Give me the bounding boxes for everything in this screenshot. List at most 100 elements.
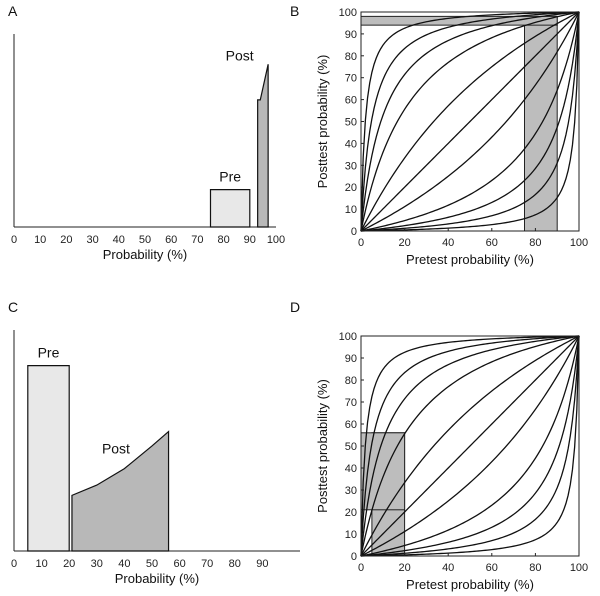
x-tick-label: 40 xyxy=(442,237,454,249)
y-tick-label: 0 xyxy=(351,551,357,563)
y-tick-label: 100 xyxy=(339,7,357,19)
lr-curve xyxy=(360,11,580,232)
y-tick-label: 40 xyxy=(345,138,357,150)
x-tick-label: 10 xyxy=(35,558,47,570)
x-axis-label: Probability (%) xyxy=(115,571,200,586)
y-tick-label: 50 xyxy=(345,441,357,453)
panel-letter-a: A xyxy=(8,3,18,19)
x-tick-label: 100 xyxy=(267,234,285,246)
lr-curve xyxy=(360,11,580,232)
panel-c: C 0 10 20 30 40 50 60 70 80 90 Probability (%) Pre Po… xyxy=(8,299,300,586)
x-axis-label: Pretest probability (%) xyxy=(406,252,534,267)
post-distribution-area xyxy=(257,64,269,228)
x-axis-label: Probability (%) xyxy=(103,247,188,262)
y-tick-label: 80 xyxy=(345,375,357,387)
y-tick-label: 20 xyxy=(345,182,357,194)
lr-curve xyxy=(360,335,580,557)
x-tick-label: 80 xyxy=(529,562,541,574)
lr-curve xyxy=(360,335,580,557)
lr-curve xyxy=(360,335,580,557)
lr-curve xyxy=(360,11,580,232)
x-tick-label: 60 xyxy=(173,558,185,570)
x-tick-label: 20 xyxy=(63,558,75,570)
x-tick-label: 70 xyxy=(191,234,203,246)
x-tick-label: 30 xyxy=(86,234,98,246)
x-tick-label: 20 xyxy=(398,237,410,249)
x-tick-label: 20 xyxy=(398,562,410,574)
panel-letter-d: D xyxy=(290,299,300,315)
pre-distribution-area xyxy=(27,365,70,552)
x-tick-label: 0 xyxy=(358,237,364,249)
lr-curve xyxy=(360,335,580,557)
x-tick-label: 40 xyxy=(118,558,130,570)
lr-curve xyxy=(360,11,580,232)
lr-curve xyxy=(360,11,580,232)
x-tick-label: 20 xyxy=(60,234,72,246)
y-tick-label: 60 xyxy=(345,419,357,431)
x-tick-label: 60 xyxy=(486,237,498,249)
y-tick-label: 10 xyxy=(345,204,357,216)
x-tick-label: 60 xyxy=(165,234,177,246)
y-tick-label: 70 xyxy=(345,73,357,85)
lr-curve xyxy=(360,335,580,557)
lr-curve xyxy=(360,335,580,557)
y-tick-label: 60 xyxy=(345,95,357,107)
x-tick-label: 40 xyxy=(442,562,454,574)
y-tick-label: 0 xyxy=(351,226,357,238)
pre-distribution-area xyxy=(209,189,251,228)
pre-label: Pre xyxy=(38,345,60,361)
x-tick-label: 30 xyxy=(91,558,103,570)
x-tick-label: 100 xyxy=(570,562,588,574)
x-tick-label: 80 xyxy=(529,237,541,249)
x-tick-label: 80 xyxy=(217,234,229,246)
panel-letter-c: C xyxy=(8,299,18,315)
y-tick-label: 50 xyxy=(345,117,357,129)
x-tick-label: 10 xyxy=(34,234,46,246)
x-tick-label: 60 xyxy=(486,562,498,574)
y-tick-label: 70 xyxy=(345,397,357,409)
y-tick-label: 20 xyxy=(345,507,357,519)
post-label: Post xyxy=(102,441,130,457)
y-tick-label: 90 xyxy=(345,29,357,41)
panel-a: A 0 10 20 30 40 50 60 70 80 90 100 Probability (%) Pr… xyxy=(8,3,285,262)
lr-curve xyxy=(360,335,580,557)
y-axis-label: Posttest probability (%) xyxy=(315,379,330,513)
lr-curve xyxy=(360,11,580,232)
y-tick-label: 40 xyxy=(345,463,357,475)
y-tick-label: 90 xyxy=(345,353,357,365)
x-tick-label: 80 xyxy=(229,558,241,570)
y-tick-label: 30 xyxy=(345,160,357,172)
lr-curve xyxy=(360,335,580,557)
y-axis-label: Posttest probability (%) xyxy=(315,55,330,189)
x-tick-label: 50 xyxy=(146,558,158,570)
pre-label: Pre xyxy=(219,169,241,185)
y-tick-label: 10 xyxy=(345,529,357,541)
y-tick-label: 30 xyxy=(345,485,357,497)
x-axis-label: Pretest probability (%) xyxy=(406,577,534,592)
post-distribution-area xyxy=(71,430,170,552)
x-tick-label: 40 xyxy=(113,234,125,246)
x-tick-label: 0 xyxy=(11,234,17,246)
lr-curve xyxy=(360,335,580,557)
lr-curve xyxy=(360,335,580,557)
panel-b: B 0 10 20 30 40 50 60 70 80 90 100 0 20 40 60 80 100 Prete… xyxy=(290,3,588,267)
lr-curve xyxy=(360,11,580,232)
post-label: Post xyxy=(226,47,254,63)
x-tick-label: 100 xyxy=(570,237,588,249)
panel-d: D 0 10 20 30 40 50 60 70 80 90 100 0 20 40 60 80 100 Prete… xyxy=(290,299,588,592)
lr-curve xyxy=(360,11,580,232)
lr-curve xyxy=(360,11,580,232)
lr-curve xyxy=(360,11,580,232)
panel-letter-b: B xyxy=(290,3,299,19)
lr-curve xyxy=(360,335,580,557)
x-tick-label: 0 xyxy=(358,562,364,574)
y-tick-label: 100 xyxy=(339,331,357,343)
lr-curve xyxy=(360,11,580,232)
y-tick-label: 80 xyxy=(345,51,357,63)
x-tick-label: 0 xyxy=(11,558,17,570)
x-tick-label: 50 xyxy=(139,234,151,246)
x-tick-label: 70 xyxy=(201,558,213,570)
x-tick-label: 90 xyxy=(244,234,256,246)
x-tick-label: 90 xyxy=(256,558,268,570)
